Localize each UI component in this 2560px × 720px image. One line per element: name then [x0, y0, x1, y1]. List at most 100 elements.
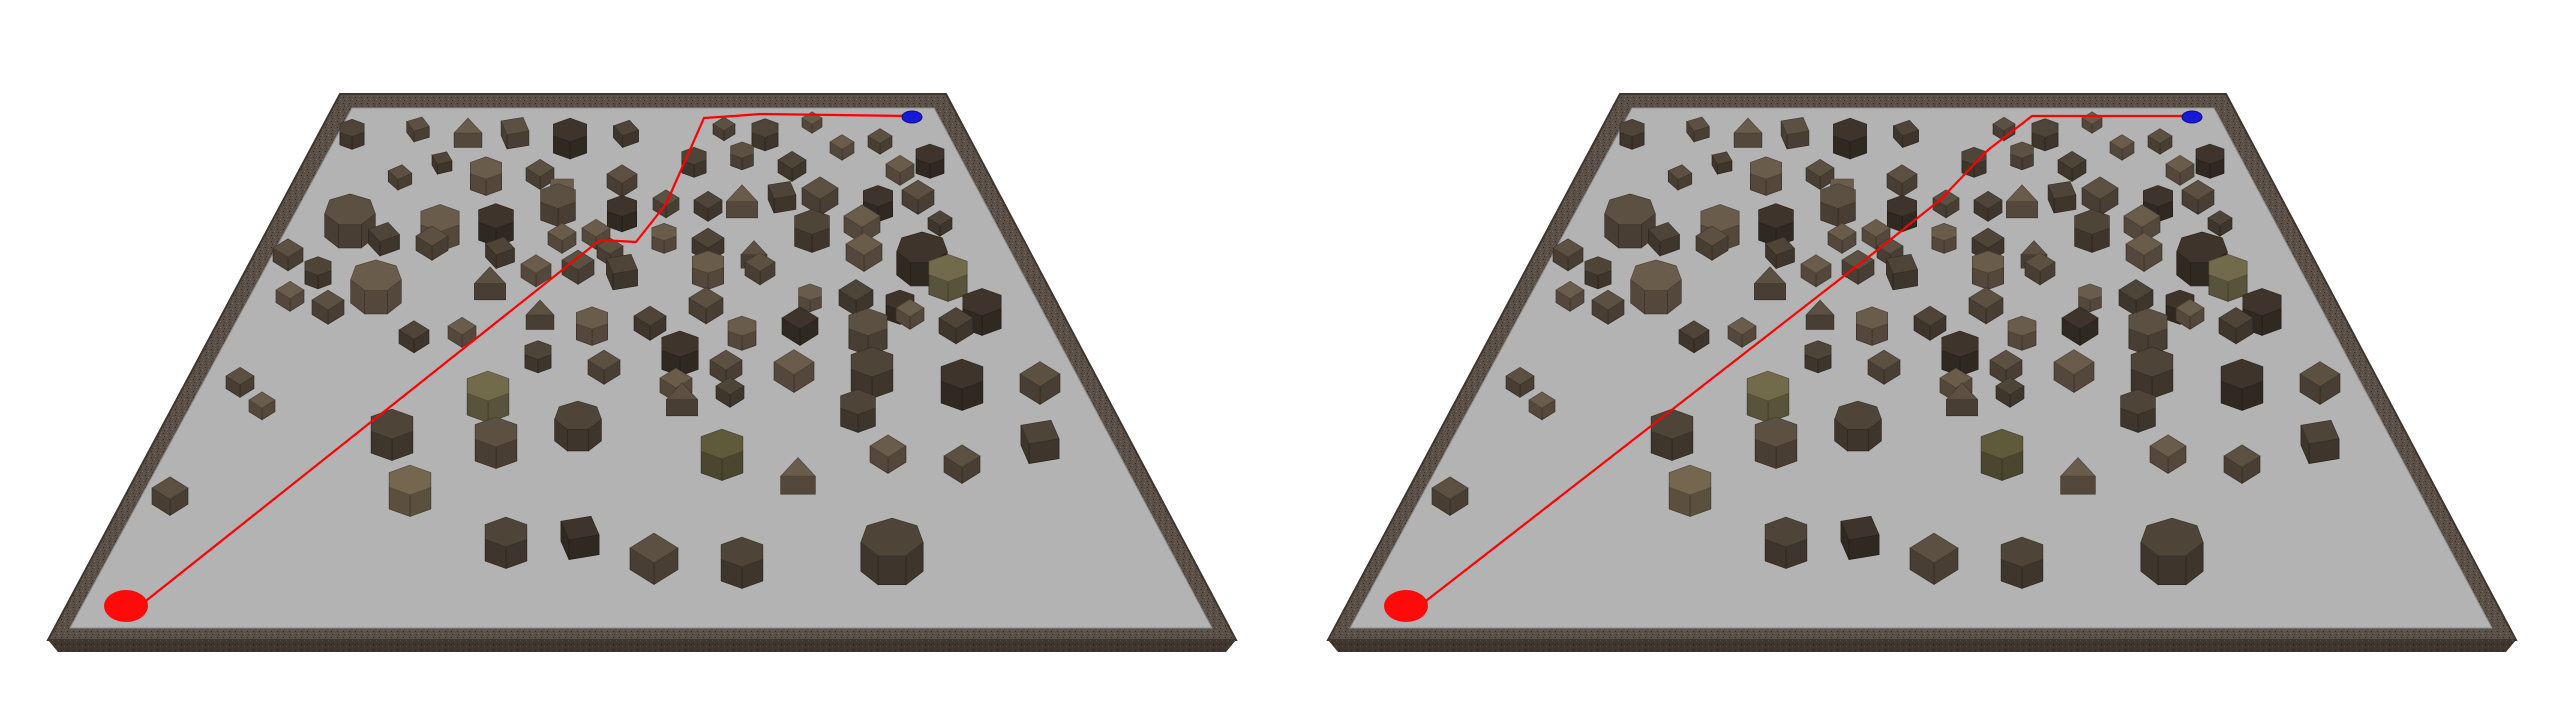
- obstacle: [1833, 117, 1867, 160]
- obstacle: [1604, 193, 1656, 249]
- obstacle: [1750, 156, 1782, 196]
- obstacle: [2218, 307, 2254, 345]
- obstacle: [576, 306, 608, 346]
- obstacle: [885, 154, 915, 186]
- obstacle: [1856, 306, 1888, 346]
- obstacle: [1552, 238, 1584, 272]
- obstacle: [693, 190, 723, 222]
- obstacle: [151, 476, 189, 516]
- obstacle: [1941, 330, 1979, 377]
- obstacle: [1968, 287, 2004, 325]
- planned-path: [141, 112, 911, 605]
- obstacle: [540, 183, 576, 227]
- obstacle: [780, 457, 816, 495]
- obstacle: [1019, 361, 1061, 405]
- obstacle: [2130, 346, 2174, 399]
- obstacle: [2181, 179, 2215, 215]
- obstacle: [453, 117, 483, 148]
- obstacle: [2195, 143, 2225, 179]
- obstacle: [2125, 232, 2163, 272]
- obstacle: [661, 330, 699, 377]
- obstacle: [1840, 515, 1880, 560]
- obstacle: [1886, 164, 1918, 198]
- obstacle: [474, 416, 518, 469]
- obstacle: [862, 185, 894, 223]
- obstacle: [415, 225, 449, 261]
- obstacle: [370, 408, 414, 461]
- obstacle: [447, 316, 477, 348]
- obstacle: [720, 536, 764, 589]
- obstacle: [1892, 119, 1920, 149]
- obstacle: [798, 283, 822, 313]
- obstacle: [470, 156, 502, 196]
- obstacle: [524, 340, 552, 374]
- obstacle: [860, 517, 924, 586]
- obstacle: [225, 366, 255, 398]
- obstacle: [2024, 252, 2056, 286]
- obstacle: [715, 376, 745, 408]
- obstacle: [751, 118, 779, 152]
- obstacle: [1678, 320, 1710, 354]
- obstacle: [938, 307, 974, 345]
- obstacle: [1995, 376, 2025, 408]
- obstacle: [1973, 190, 2003, 222]
- obstacle: [398, 320, 430, 354]
- obstacle: [2047, 181, 2077, 214]
- obstacle: [2031, 118, 2059, 152]
- obstacle: [466, 370, 510, 423]
- obstacle: [1909, 532, 1959, 586]
- obstacle: [665, 382, 699, 417]
- obstacle: [767, 181, 797, 214]
- obstacle: [2078, 283, 2102, 313]
- obstacle: [248, 391, 276, 421]
- obstacle: [367, 222, 401, 257]
- obstacle: [350, 259, 402, 315]
- obstacle: [1754, 416, 1798, 469]
- obstacle: [2299, 361, 2341, 405]
- obstacle: [1695, 225, 1729, 261]
- obstacle: [2140, 517, 2204, 586]
- obstacle: [1591, 289, 1625, 325]
- obstacle: [2147, 128, 2173, 155]
- obstacle: [928, 254, 968, 302]
- obstacle: [744, 252, 776, 286]
- obstacle: [1020, 419, 1060, 464]
- obstacle: [1972, 250, 2004, 290]
- obstacle: [2165, 154, 2195, 186]
- obstacle: [1619, 118, 1645, 150]
- obstacle: [324, 193, 376, 249]
- obstacle: [1931, 222, 1957, 254]
- obstacle: [781, 306, 819, 346]
- scene-panel-left: [46, 93, 1238, 652]
- obstacle: [272, 238, 304, 272]
- obstacle: [895, 298, 925, 330]
- obstacle: [2061, 306, 2099, 346]
- obstacle: [387, 164, 413, 191]
- obstacle: [612, 119, 640, 149]
- obstacle: [1584, 256, 1612, 290]
- obstacle: [606, 195, 638, 233]
- obstacle: [850, 346, 894, 399]
- obstacle: [2000, 536, 2044, 589]
- obstacle: [339, 118, 365, 150]
- obstacle: [431, 151, 453, 176]
- obstacle: [311, 289, 345, 325]
- obstacle: [1945, 382, 1979, 417]
- obstacle: [727, 315, 757, 351]
- obstacle: [794, 209, 830, 253]
- start-marker: [1384, 590, 1428, 622]
- obstacle: [700, 428, 744, 481]
- obstacle: [1727, 316, 1757, 348]
- arena-wall-front: [48, 640, 1236, 652]
- obstacle: [1753, 266, 1787, 301]
- arena-wall-front: [1328, 640, 2516, 652]
- obstacle: [1827, 222, 1857, 254]
- obstacle: [629, 532, 679, 586]
- obstacle: [1800, 254, 1832, 288]
- obstacle: [901, 179, 935, 215]
- obstacle: [838, 279, 874, 317]
- obstacle: [1980, 428, 2024, 481]
- obstacle: [484, 236, 516, 270]
- obstacle: [1647, 222, 1681, 257]
- obstacle: [2057, 150, 2087, 182]
